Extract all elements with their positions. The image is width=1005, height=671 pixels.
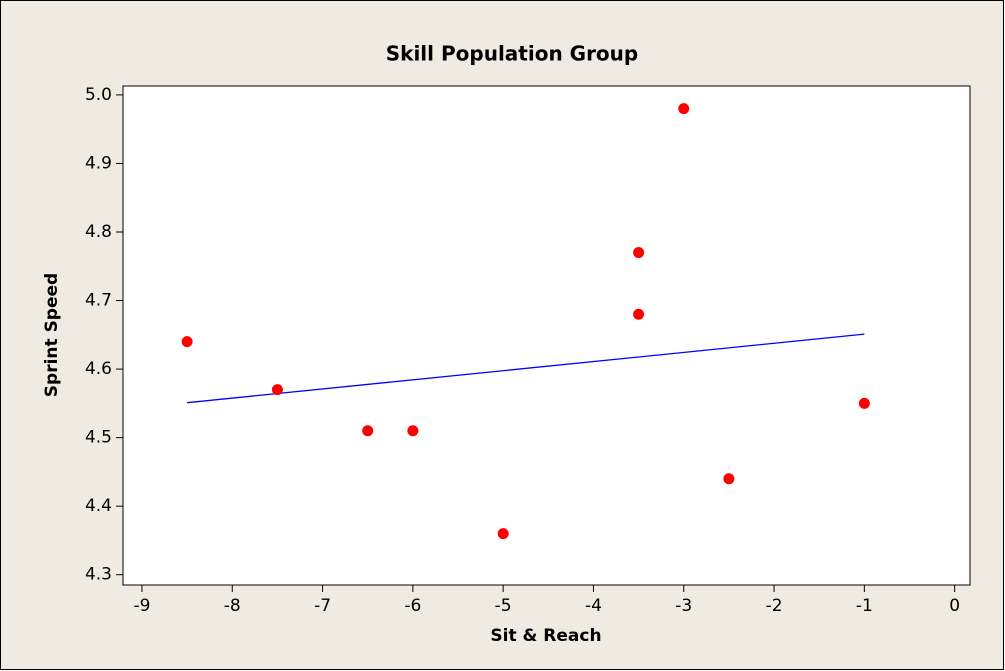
y-tick-label: 4.3 bbox=[85, 565, 112, 585]
y-tick-label: 4.8 bbox=[85, 222, 112, 242]
data-point bbox=[633, 247, 645, 259]
data-point bbox=[678, 103, 690, 115]
y-tick-label: 4.4 bbox=[85, 496, 112, 516]
x-tick-label: -4 bbox=[585, 596, 602, 616]
x-tick-label: -6 bbox=[404, 596, 421, 616]
data-point bbox=[181, 336, 193, 348]
data-point bbox=[362, 425, 374, 437]
x-tick-label: -7 bbox=[314, 596, 331, 616]
x-tick-label: 0 bbox=[949, 596, 960, 616]
x-tick-label: -5 bbox=[495, 596, 512, 616]
x-axis-label: Sit & Reach bbox=[490, 626, 601, 646]
data-point bbox=[271, 384, 283, 396]
fit-line bbox=[187, 333, 865, 404]
x-tick-label: -8 bbox=[224, 596, 241, 616]
data-point bbox=[497, 528, 509, 540]
y-tick-label: 4.5 bbox=[85, 428, 112, 448]
x-tick-label: -3 bbox=[675, 596, 692, 616]
y-tick-label: 4.9 bbox=[85, 153, 112, 173]
plot-area bbox=[122, 85, 971, 586]
x-tick-label: -1 bbox=[856, 596, 873, 616]
y-tick-label: 4.7 bbox=[85, 291, 112, 311]
data-point bbox=[723, 473, 735, 485]
x-tick-label: -9 bbox=[133, 596, 150, 616]
data-point bbox=[858, 397, 870, 409]
y-tick-label: 5.0 bbox=[85, 85, 112, 105]
chart-title: Skill Population Group bbox=[386, 42, 638, 66]
y-axis-label: Sprint Speed bbox=[42, 273, 62, 397]
data-point bbox=[407, 425, 419, 437]
data-point bbox=[633, 308, 645, 320]
y-tick-label: 4.6 bbox=[85, 359, 112, 379]
x-tick-label: -2 bbox=[766, 596, 783, 616]
